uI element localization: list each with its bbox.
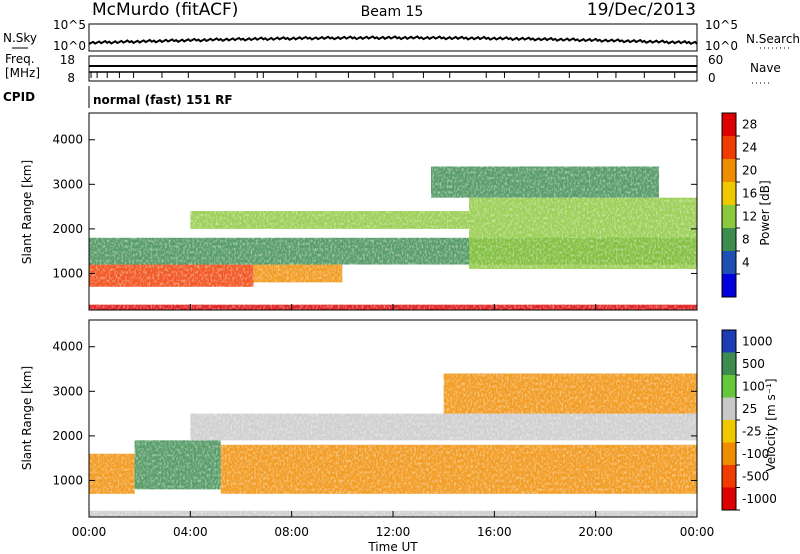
noise-trace <box>88 35 698 45</box>
velocity-cbar-tick-label: 500 <box>742 357 765 371</box>
beam-title: Beam 15 <box>361 4 424 20</box>
noise-right-label: N.Search <box>746 32 800 46</box>
power-cbar-tick-label: 20 <box>742 164 757 178</box>
power-cbar-swatch <box>722 159 736 182</box>
power-ytick-label: 3000 <box>52 177 83 191</box>
xtick-label: 16:00 <box>477 525 512 539</box>
freq-right-tick-bottom: 0 <box>708 71 716 85</box>
power-cbar-tick-label: 24 <box>742 141 757 155</box>
power-cbar-swatch <box>722 205 736 228</box>
freq-left-tick-bottom: 8 <box>67 71 75 85</box>
velocity-ytick-label: 2000 <box>52 429 83 443</box>
velocity-ytick-label: 4000 <box>52 340 83 354</box>
velocity-ytick-label: 1000 <box>52 473 83 487</box>
freq-label-1: Freq. <box>5 52 35 66</box>
date-title: 19/Dec/2013 <box>587 0 696 20</box>
velocity-ytick-label: 3000 <box>52 384 83 398</box>
power-cbar-swatch <box>722 113 736 136</box>
power-cbar-swatch <box>722 274 736 297</box>
power-cbar-label: Power [dB] <box>758 180 772 245</box>
velocity-ylabel: Slant Range [km] <box>20 366 34 470</box>
power-speckle-overlay <box>89 113 697 310</box>
noise-trace-line <box>88 35 698 45</box>
xtick-label: 12:00 <box>376 525 411 539</box>
velocity-cbar-tick-label: 100 <box>742 379 765 393</box>
noise-left-label: N.Sky <box>3 31 37 45</box>
power-colorbar: 28 24 20 16 12 8 4 <box>721 112 757 298</box>
noise-panel <box>88 23 698 52</box>
power-ylabel: Slant Range [km] <box>20 160 34 264</box>
freq-panel <box>88 55 698 82</box>
station-title: McMurdo (fitACF) <box>92 0 238 20</box>
power-cbar-swatch <box>722 251 736 274</box>
velocity-cbar-tick-label: 1000 <box>742 334 773 348</box>
power-yaxis: 4000 3000 2000 1000 <box>52 133 697 280</box>
power-cbar-tick-label: 12 <box>742 210 757 224</box>
velocity-colorbar: 1000 500 100 25 -25 -100 -500 -1000 <box>721 329 777 511</box>
nave-spikes <box>90 72 676 78</box>
time-xaxis: 00:00 04:00 08:00 12:00 16:00 20:00 00:00 <box>72 304 715 539</box>
xtick-label: 00:00 <box>72 525 107 539</box>
power-cbar-tick-label: 4 <box>742 256 750 270</box>
cpid-label: CPID <box>3 90 35 104</box>
freq-label-2: [MHz] <box>5 66 40 80</box>
velocity-cbar-label: Velocity [m s⁻¹] <box>764 378 778 471</box>
power-ytick-label: 2000 <box>52 222 83 236</box>
velocity-cbar-swatch <box>722 330 736 353</box>
xtick-label: 04:00 <box>173 525 208 539</box>
xtick-label: 08:00 <box>274 525 309 539</box>
velocity-cbar-swatch <box>722 487 736 510</box>
power-ytick-label: 1000 <box>52 266 83 280</box>
velocity-cbar-tick-label: 25 <box>742 402 757 416</box>
velocity-cbar-swatch <box>722 442 736 465</box>
velocity-speckle-overlay <box>89 320 697 517</box>
power-cbar-tick-label: 28 <box>742 118 757 132</box>
power-ytick-label: 4000 <box>52 133 83 147</box>
velocity-cbar-swatch <box>722 375 736 398</box>
velocity-cbar-swatch <box>722 420 736 443</box>
velocity-cbar-tick-label: -100 <box>742 447 769 461</box>
velocity-cbar-swatch <box>722 352 736 375</box>
xaxis-label: Time UT <box>367 540 418 554</box>
velocity-cbar-swatch <box>722 397 736 420</box>
xtick-label: 20:00 <box>578 525 613 539</box>
noise-left-tick-top: 10^5 <box>53 18 86 32</box>
power-cbar-swatch <box>722 136 736 159</box>
velocity-cbar-tick-label: -25 <box>742 424 762 438</box>
nave-label: Nave <box>750 61 781 75</box>
noise-right-tick-top: 10^5 <box>705 18 738 32</box>
velocity-yaxis: 4000 3000 2000 1000 <box>52 340 697 487</box>
power-cbar-tick-label: 8 <box>742 233 750 247</box>
velocity-cbar-swatch <box>722 465 736 488</box>
power-cbar-swatch <box>722 228 736 251</box>
freq-right-tick-top: 60 <box>708 53 723 67</box>
power-cbar-swatch <box>722 182 736 205</box>
cpid-mode-text: normal (fast) 151 RF <box>93 93 233 107</box>
velocity-cbar-tick-label: -1000 <box>742 492 777 506</box>
xtick-label: 00:00 <box>680 525 715 539</box>
velocity-cbar-tick-label: -500 <box>742 469 769 483</box>
power-cbar-tick-label: 16 <box>742 187 757 201</box>
noise-left-tick-bottom: 10^0 <box>53 39 86 53</box>
noise-right-tick-bottom: 10^0 <box>705 39 738 53</box>
freq-left-tick-top: 18 <box>60 53 75 67</box>
